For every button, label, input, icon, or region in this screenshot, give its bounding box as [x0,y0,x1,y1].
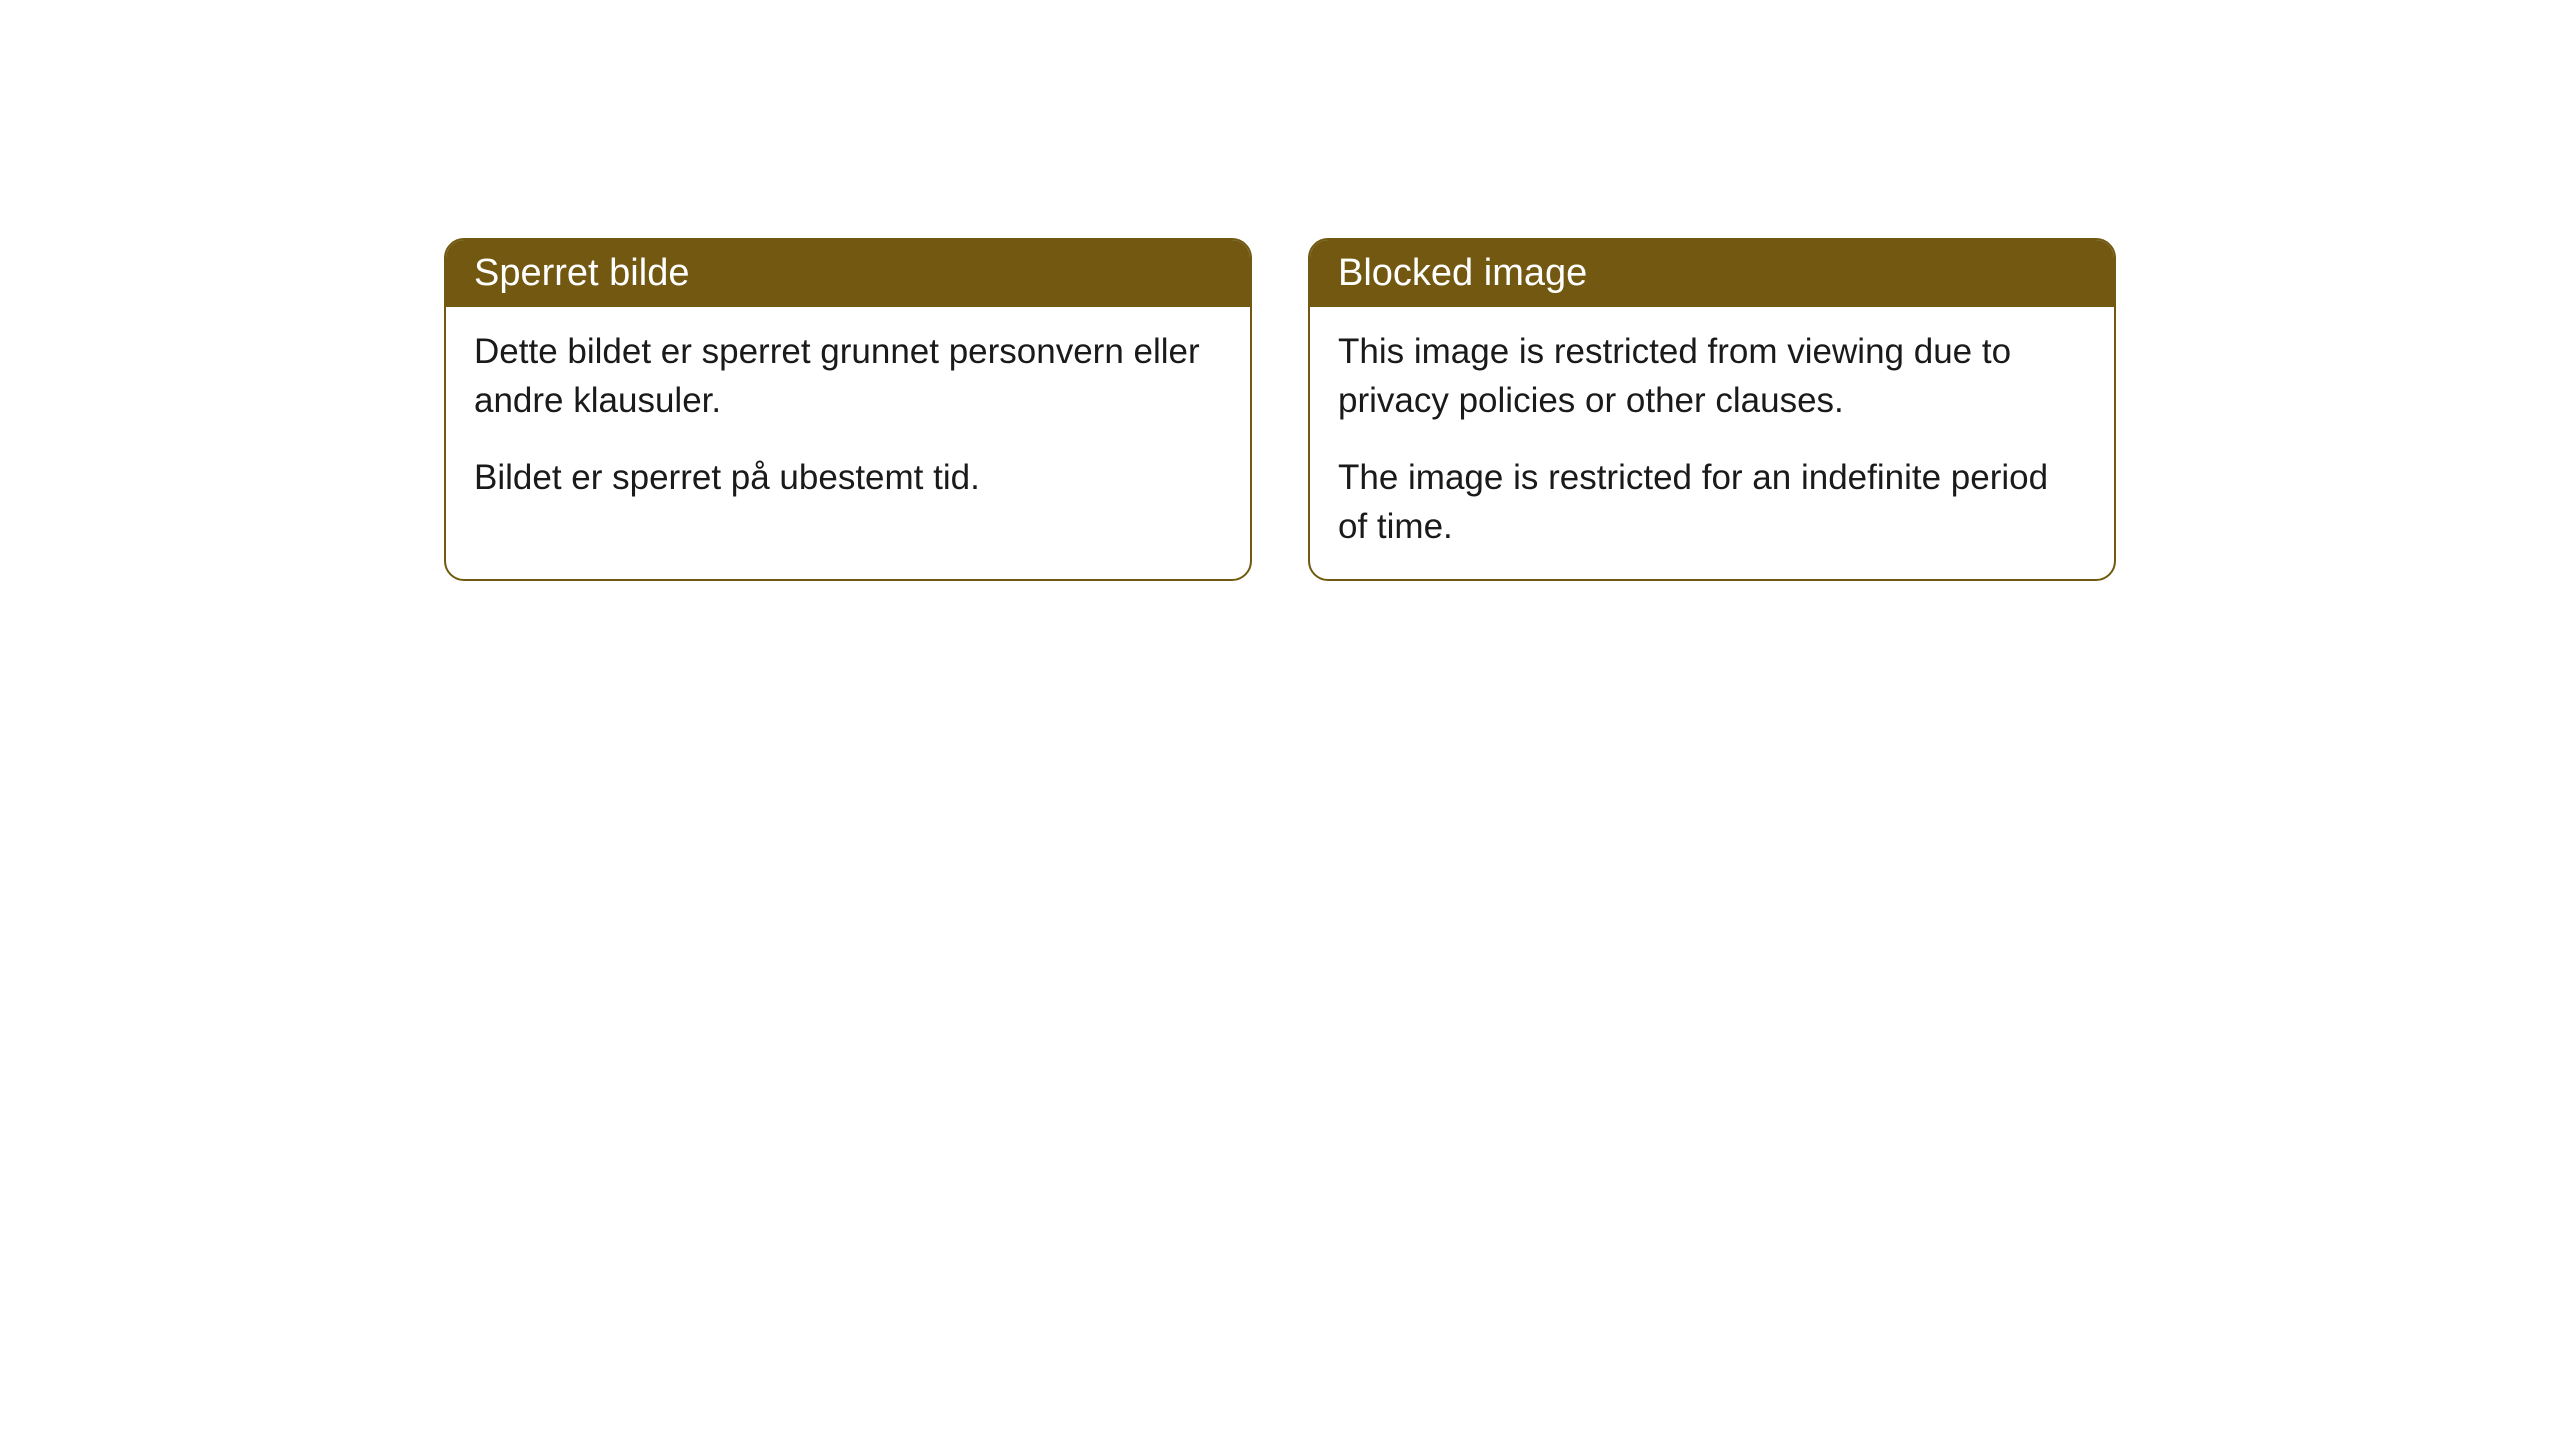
blocked-image-card-norwegian: Sperret bilde Dette bildet er sperret gr… [444,238,1252,581]
card-body: This image is restricted from viewing du… [1310,307,2114,579]
cards-container: Sperret bilde Dette bildet er sperret gr… [444,238,2116,581]
card-header: Blocked image [1310,240,2114,307]
card-header: Sperret bilde [446,240,1250,307]
card-paragraph: The image is restricted for an indefinit… [1338,453,2086,551]
card-body: Dette bildet er sperret grunnet personve… [446,307,1250,530]
card-paragraph: Dette bildet er sperret grunnet personve… [474,327,1222,425]
card-paragraph: This image is restricted from viewing du… [1338,327,2086,425]
blocked-image-card-english: Blocked image This image is restricted f… [1308,238,2116,581]
card-title: Blocked image [1338,252,1587,294]
card-title: Sperret bilde [474,252,689,294]
card-paragraph: Bildet er sperret på ubestemt tid. [474,453,1222,502]
